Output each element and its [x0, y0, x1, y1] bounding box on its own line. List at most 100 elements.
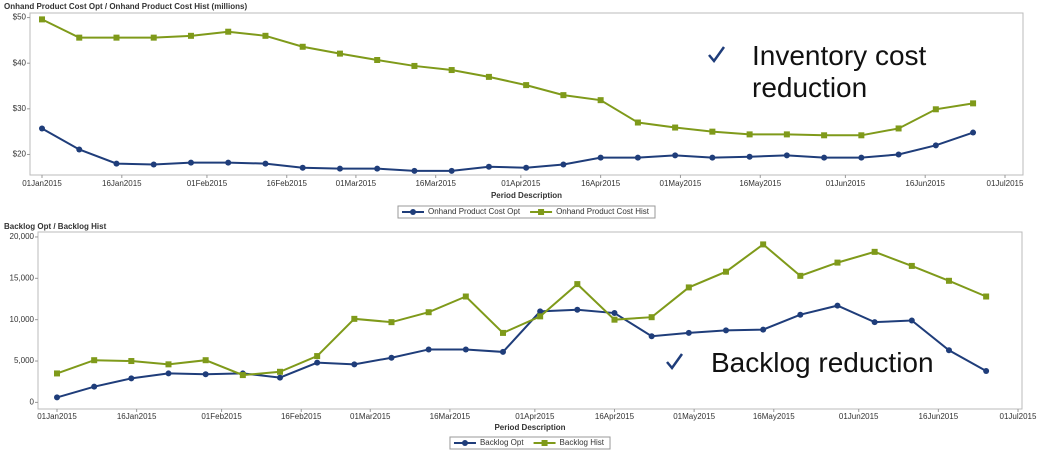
- data-point: [462, 346, 469, 353]
- x-tick-label: 01Jul2015: [987, 179, 1024, 188]
- data-point: [722, 268, 729, 275]
- x-tick-label: 16Jan2015: [102, 179, 142, 188]
- legend-label: Onhand Product Cost Opt: [428, 207, 521, 216]
- data-point: [262, 160, 269, 167]
- legend-marker: [461, 440, 468, 446]
- data-point: [113, 34, 120, 41]
- data-point: [634, 119, 641, 126]
- series-line: [41, 127, 974, 172]
- data-point: [299, 164, 306, 171]
- data-point: [411, 62, 418, 69]
- data-point: [128, 358, 135, 365]
- data-point: [685, 284, 692, 291]
- legend-label: Backlog Opt: [480, 438, 524, 447]
- x-tick-label: 16Apr2015: [581, 179, 621, 188]
- legend-box: [397, 205, 656, 219]
- data-point: [783, 152, 790, 159]
- x-tick-label: 01Jul2015: [1000, 412, 1037, 421]
- data-point: [746, 131, 753, 138]
- data-point: [165, 361, 172, 368]
- series-line: [41, 18, 974, 137]
- data-point: [54, 370, 60, 377]
- y-tick-label: 15,000: [10, 273, 35, 282]
- series-line: [56, 304, 987, 399]
- data-point: [634, 154, 641, 161]
- y-tick-label: $20: [13, 150, 27, 159]
- data-point: [388, 319, 395, 326]
- data-point: [970, 100, 977, 107]
- data-point: [983, 367, 990, 374]
- data-point: [722, 327, 729, 334]
- x-tick-label: 01Feb2015: [201, 412, 242, 421]
- data-point: [388, 354, 395, 361]
- data-point: [821, 132, 828, 139]
- data-point: [858, 154, 865, 161]
- data-point: [945, 277, 952, 284]
- data-point: [821, 154, 828, 161]
- data-point: [165, 370, 172, 377]
- data-point: [908, 262, 915, 269]
- data-point: [537, 313, 544, 320]
- x-tick-label: 16Feb2015: [281, 412, 322, 421]
- x-tick-label: 01Mar2015: [350, 412, 391, 421]
- data-point: [485, 163, 492, 170]
- data-point: [834, 259, 841, 266]
- y-tick-label: 10,000: [10, 315, 35, 324]
- y-tick-label: 20,000: [10, 232, 35, 241]
- data-point: [597, 154, 604, 161]
- data-point: [648, 314, 655, 321]
- x-tick-label: 01Jan2015: [22, 179, 62, 188]
- x-tick-label: 01Jun2015: [839, 412, 879, 421]
- data-point: [239, 372, 246, 379]
- check-icon: [708, 46, 726, 64]
- data-point: [834, 302, 841, 309]
- data-point: [611, 316, 618, 323]
- chart-title: Backlog Opt / Backlog Hist: [4, 222, 107, 231]
- legend-marker: [538, 209, 545, 215]
- y-tick-label: $50: [13, 13, 27, 22]
- data-point: [797, 272, 804, 279]
- x-axis-label: Period Description: [491, 191, 562, 200]
- data-point: [797, 311, 804, 318]
- x-tick-label: 16May2015: [753, 412, 795, 421]
- data-point: [448, 67, 455, 74]
- data-point: [783, 131, 790, 138]
- data-point: [895, 125, 902, 132]
- data-point: [351, 361, 358, 368]
- x-tick-label: 16Mar2015: [430, 412, 471, 421]
- data-point: [709, 154, 716, 161]
- x-tick-label: 01Jan2015: [37, 412, 77, 421]
- data-point: [485, 73, 492, 80]
- x-tick-label: 16Jun2015: [905, 179, 945, 188]
- x-tick-label: 16Mar2015: [415, 179, 456, 188]
- data-point: [597, 97, 604, 104]
- data-point: [150, 161, 157, 168]
- data-point: [425, 346, 432, 353]
- chart-title: Onhand Product Cost Opt / Onhand Product…: [4, 2, 247, 11]
- data-point: [276, 374, 283, 381]
- data-point: [202, 371, 209, 378]
- x-tick-label: 16Apr2015: [595, 412, 635, 421]
- data-point: [262, 32, 269, 39]
- data-point: [128, 375, 135, 382]
- data-point: [351, 315, 358, 322]
- data-point: [54, 394, 60, 401]
- data-point: [970, 129, 977, 136]
- data-point: [523, 82, 530, 89]
- data-point: [672, 124, 679, 131]
- data-point: [91, 357, 98, 364]
- data-point: [336, 50, 343, 57]
- data-point: [858, 132, 865, 139]
- data-point: [523, 164, 530, 171]
- legend-label: Onhand Product Cost Hist: [556, 207, 650, 216]
- data-point: [760, 241, 767, 248]
- data-point: [39, 16, 45, 23]
- data-point: [871, 319, 878, 326]
- data-point: [760, 326, 767, 333]
- data-point: [76, 146, 83, 153]
- data-point: [871, 248, 878, 255]
- x-tick-label: 16May2015: [739, 179, 781, 188]
- data-point: [187, 32, 194, 39]
- data-point: [945, 347, 952, 354]
